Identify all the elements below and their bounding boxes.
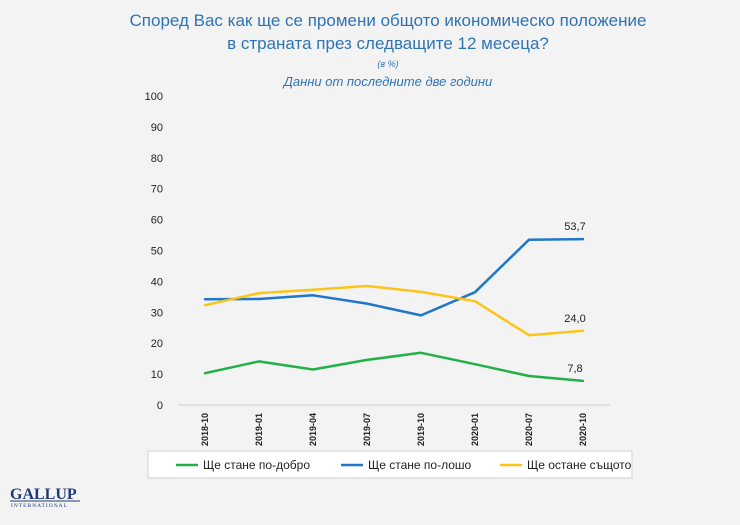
chart-subtitle: Данни от последните две години [282, 74, 493, 89]
series-line [203, 284, 585, 337]
x-axis: 2018-10 2019-01 2019-04 2019-07 2019-10 2020-… [178, 404, 610, 446]
x-tick-label: 2020-10 [578, 413, 588, 446]
legend-label: Ще стане по-лошо [368, 458, 472, 472]
x-tick-label: 2020-01 [470, 413, 480, 446]
y-tick-label: 30 [151, 307, 163, 319]
chart-title-line-1: Според Вас как ще се промени общото икон… [130, 11, 647, 30]
series-line [203, 351, 585, 383]
end-data-label: 53,7 [564, 221, 585, 233]
x-tick-label: 2019-10 [416, 413, 426, 446]
y-axis: 0 10 20 30 40 50 60 70 80 90 100 [145, 91, 163, 412]
x-tick-label: 2019-01 [254, 413, 264, 446]
x-tick-label: 2019-07 [362, 413, 372, 446]
legend-label: Ще остане същото [527, 458, 632, 472]
y-tick-label: 10 [151, 369, 163, 381]
chart-units: (в %) [377, 59, 398, 69]
legend: Ще стане по-добро Ще стане по-лошо Ще оста… [147, 450, 633, 479]
x-tick-label: 2019-04 [308, 413, 318, 446]
y-tick-label: 40 [151, 276, 163, 288]
gallup-logo: GALLUP INTERNATIONAL [10, 486, 77, 509]
end-data-label: 7,8 [567, 363, 582, 375]
legend-box [147, 450, 633, 479]
data-labels: 7,8 53,7 24,0 [564, 221, 585, 375]
x-tick-label: 2020-07 [524, 413, 534, 446]
logo-text: GALLUP [10, 486, 77, 503]
series-line [203, 237, 585, 317]
y-tick-label: 20 [151, 338, 163, 350]
legend-label: Ще стане по-добро [203, 458, 310, 472]
end-data-label: 24,0 [564, 313, 585, 325]
y-tick-label: 60 [151, 215, 163, 227]
chart-title-line-2: в страната през следващите 12 месеца? [227, 34, 549, 53]
y-tick-label: 80 [151, 153, 163, 165]
y-tick-label: 50 [151, 246, 163, 258]
series-layer [203, 237, 585, 383]
y-tick-label: 90 [151, 122, 163, 134]
x-tick-label: 2018-10 [200, 413, 210, 446]
y-tick-label: 100 [145, 91, 163, 103]
y-tick-label: 0 [157, 400, 163, 412]
logo-subtext: INTERNATIONAL [11, 503, 68, 509]
y-tick-label: 70 [151, 184, 163, 196]
